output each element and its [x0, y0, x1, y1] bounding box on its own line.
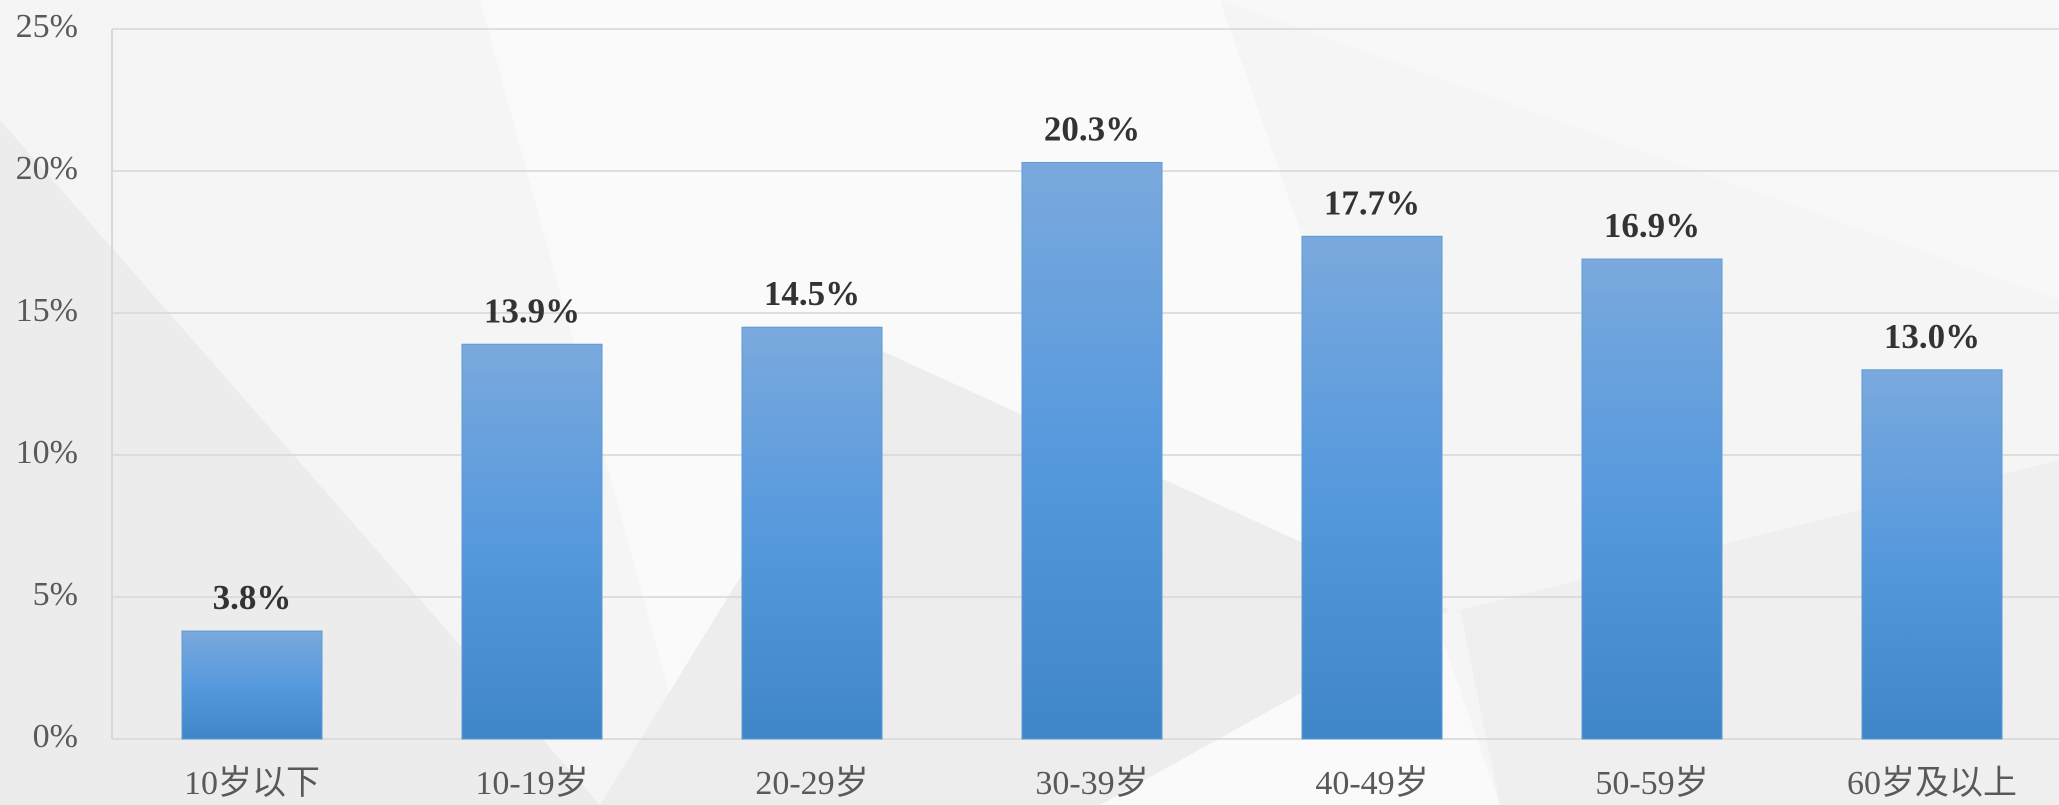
- x-tick-label: 10岁以下: [184, 764, 320, 802]
- x-tick-label: 40-49岁: [1315, 764, 1428, 802]
- y-tick-label: 15%: [16, 292, 78, 329]
- bar: [1301, 235, 1443, 740]
- y-tick-label: 20%: [16, 150, 78, 187]
- value-label: 13.9%: [484, 291, 580, 330]
- bar: [1861, 369, 2003, 740]
- y-tick-label: 5%: [33, 576, 78, 613]
- bar: [461, 343, 603, 740]
- value-label: 17.7%: [1324, 183, 1420, 222]
- value-label: 20.3%: [1044, 110, 1140, 149]
- y-tick-label: 25%: [16, 8, 78, 45]
- y-tick-label: 10%: [16, 434, 78, 471]
- bar: [181, 630, 323, 740]
- bg-shape: [1220, 0, 2059, 300]
- x-tick-label: 10-19岁: [475, 764, 588, 802]
- value-label: 14.5%: [764, 274, 860, 313]
- value-label: 16.9%: [1604, 206, 1700, 245]
- x-tick-label: 60岁及以上: [1847, 764, 2017, 802]
- x-tick-label: 20-29岁: [755, 764, 868, 802]
- x-tick-label: 50-59岁: [1595, 764, 1708, 802]
- value-label: 13.0%: [1884, 317, 1980, 356]
- bg-shape: [0, 120, 600, 805]
- bar: [1021, 161, 1163, 740]
- y-tick-label: 0%: [33, 718, 78, 755]
- bar: [741, 326, 883, 740]
- value-label: 3.8%: [213, 578, 292, 617]
- x-tick-label: 30-39岁: [1035, 764, 1148, 802]
- bar: [1581, 258, 1723, 740]
